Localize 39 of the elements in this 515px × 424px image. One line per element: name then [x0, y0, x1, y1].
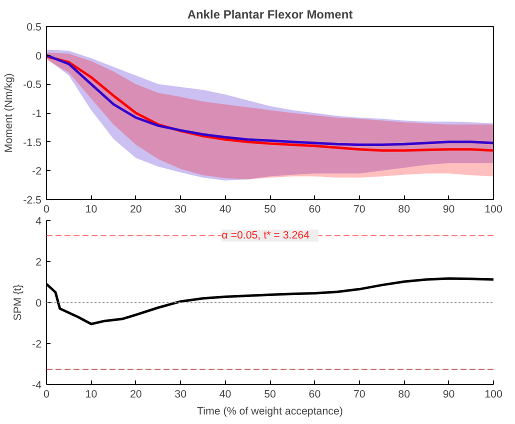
x-tick-label: 70	[353, 388, 366, 400]
x-tick-label: 100	[484, 388, 502, 400]
x-tick-label: 10	[85, 204, 98, 216]
x-tick-label: 20	[130, 204, 142, 216]
x-tick-label: 40	[219, 388, 232, 400]
y-axis-title: Moment (Nm/kg)	[3, 73, 16, 153]
annotation: α =0.05, t* = 3.264	[222, 230, 310, 242]
chart-title: Ankle Plantar Flexor Moment	[187, 8, 353, 22]
x-tick-label: 50	[264, 388, 276, 400]
y-tick-label: -4	[32, 380, 42, 392]
x-axis-title: Time (% of weight acceptance)	[197, 406, 343, 418]
x-tick-label: 40	[219, 204, 232, 216]
y-tick-label: 0.5	[26, 22, 42, 34]
x-tick-label: 50	[264, 204, 276, 216]
y-tick-label: 0	[36, 298, 42, 310]
x-tick-label: 100	[484, 204, 502, 216]
y-tick-label: -1.5	[23, 136, 42, 149]
x-tick-label: 0	[44, 204, 50, 216]
x-tick-label: 80	[398, 388, 410, 400]
x-tick-label: 0	[44, 388, 50, 400]
x-tick-label: 90	[442, 388, 455, 400]
x-tick-label: 80	[398, 204, 410, 216]
y-tick-label: -1	[32, 108, 42, 120]
y-axis-title: SPM {t}	[12, 284, 24, 321]
y-tick-label: 4	[36, 216, 42, 228]
x-tick-label: 30	[174, 388, 187, 400]
y-tick-label: -2	[32, 338, 42, 350]
x-tick-label: 30	[174, 204, 187, 216]
x-tick-label: 90	[442, 204, 455, 216]
y-tick-label: -2	[32, 166, 42, 178]
y-tick-label: -2.5	[23, 194, 42, 206]
y-tick-label: 2	[36, 256, 42, 268]
x-tick-label: 20	[130, 388, 142, 400]
x-tick-label: 10	[85, 388, 98, 400]
y-tick-label: -0.5	[23, 79, 42, 92]
x-tick-label: 60	[308, 204, 321, 216]
x-tick-label: 60	[308, 388, 321, 400]
x-tick-label: 70	[353, 204, 366, 216]
y-tick-label: 0	[36, 50, 42, 62]
